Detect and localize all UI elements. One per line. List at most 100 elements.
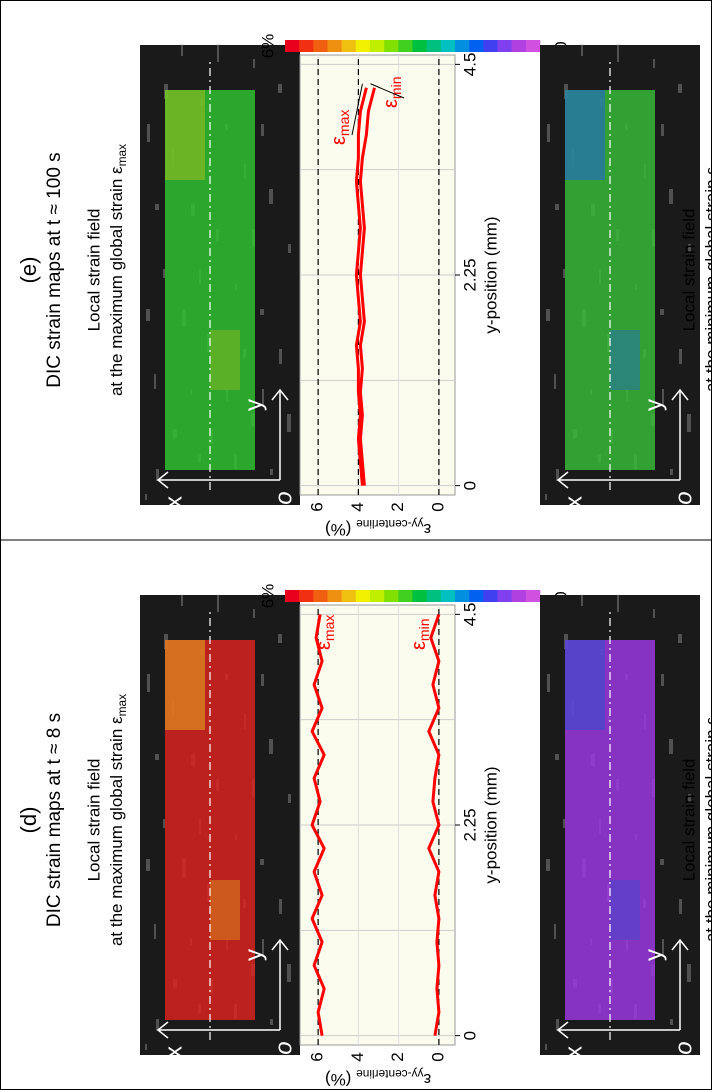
map-texture bbox=[581, 594, 583, 606]
map-texture bbox=[617, 594, 619, 612]
map-texture bbox=[545, 1044, 547, 1050]
map-texture bbox=[653, 609, 655, 618]
map-texture bbox=[279, 349, 282, 364]
map-caption: at the minimum global strain εmin bbox=[702, 698, 712, 942]
strain-field-tone bbox=[210, 880, 240, 940]
map-texture bbox=[670, 469, 673, 475]
map-texture bbox=[545, 494, 547, 500]
colorbar-segment bbox=[299, 590, 314, 602]
map-texture bbox=[156, 469, 159, 481]
y-tick-label: 0 bbox=[428, 502, 447, 511]
colorbar-segment bbox=[341, 590, 357, 602]
map-texture bbox=[555, 204, 559, 210]
map-axis-label: o bbox=[670, 1041, 697, 1054]
map-arrowhead bbox=[156, 1021, 169, 1039]
colorbar-segment bbox=[469, 590, 484, 602]
map-texture bbox=[554, 374, 556, 389]
colorbar-segment bbox=[355, 40, 371, 52]
x-tick-label: 0 bbox=[460, 1031, 479, 1040]
series-line bbox=[310, 614, 326, 1036]
map-texture bbox=[563, 269, 565, 278]
map-arrowhead bbox=[556, 1021, 569, 1039]
map-arrowhead bbox=[671, 388, 689, 401]
map-texture bbox=[253, 59, 255, 68]
map-texture bbox=[253, 609, 255, 618]
colorbar-segment bbox=[483, 590, 498, 602]
x-axis-title: y-position (mm) bbox=[481, 766, 500, 883]
map-texture bbox=[270, 469, 273, 475]
y-tick-label: 6 bbox=[308, 502, 327, 511]
map-texture bbox=[662, 389, 664, 407]
map-texture bbox=[278, 634, 282, 643]
colorbar-segment bbox=[384, 590, 399, 602]
map-axis-label: y bbox=[240, 399, 267, 411]
map-texture bbox=[270, 1019, 273, 1025]
map-texture bbox=[687, 414, 691, 432]
colorbar-segment bbox=[455, 40, 470, 52]
x-tick-label: 2.25 bbox=[460, 258, 479, 291]
map-texture bbox=[556, 1019, 559, 1031]
map-texture bbox=[678, 634, 682, 643]
colorbar-segment bbox=[370, 40, 385, 52]
map-caption: at the maximum global strain εmax bbox=[107, 694, 129, 946]
map-texture bbox=[262, 389, 264, 407]
map-caption: Local strain field bbox=[679, 209, 698, 332]
map-axis-label: o bbox=[670, 491, 697, 504]
strain-field-tone bbox=[610, 880, 640, 940]
colorbar-segment bbox=[525, 590, 541, 602]
map-texture bbox=[687, 964, 691, 982]
map-texture bbox=[287, 964, 291, 982]
map-texture bbox=[156, 1019, 159, 1031]
colorbar-segment bbox=[398, 40, 413, 52]
map-arrowhead bbox=[156, 471, 169, 489]
map-texture bbox=[547, 674, 550, 692]
colorbar-segment bbox=[455, 590, 470, 602]
map-axis-label: x bbox=[160, 496, 187, 508]
map-texture bbox=[155, 754, 159, 760]
colorbar-segment bbox=[412, 40, 427, 52]
map-texture bbox=[146, 309, 150, 321]
colorbar-segment bbox=[440, 590, 456, 602]
colorbar-segment bbox=[483, 40, 498, 52]
colorbar-segment bbox=[426, 590, 442, 602]
map-arrowhead bbox=[671, 938, 689, 951]
series-label: εmin bbox=[380, 77, 403, 108]
map-texture bbox=[262, 939, 264, 957]
map-texture bbox=[181, 594, 183, 606]
map-texture bbox=[678, 84, 682, 93]
map-texture bbox=[163, 819, 165, 828]
map-caption: Local strain field bbox=[84, 759, 103, 882]
map-texture bbox=[661, 674, 664, 686]
map-texture bbox=[279, 899, 282, 914]
map-texture bbox=[163, 269, 165, 278]
map-caption: Local strain field bbox=[84, 209, 103, 332]
x-tick-label: 4.5 bbox=[460, 53, 479, 77]
map-texture bbox=[288, 794, 291, 803]
y-axis-title: εyy-centerline (%) bbox=[325, 1067, 431, 1089]
series-line bbox=[358, 87, 376, 486]
colorbar-segment bbox=[398, 590, 413, 602]
map-texture bbox=[260, 859, 264, 865]
map-axis-label: x bbox=[560, 1046, 587, 1058]
map-arrowhead bbox=[556, 471, 569, 489]
map-texture bbox=[147, 124, 150, 142]
label-arrow bbox=[370, 83, 405, 99]
map-arrowhead bbox=[271, 388, 289, 401]
map-texture bbox=[660, 859, 664, 865]
colorbar-segment bbox=[469, 40, 484, 52]
x-axis-title: y-position (mm) bbox=[481, 216, 500, 333]
map-texture bbox=[662, 939, 664, 957]
map-texture bbox=[617, 44, 619, 62]
y-tick-label: 2 bbox=[388, 502, 407, 511]
map-texture bbox=[269, 189, 273, 204]
map-texture bbox=[217, 594, 219, 612]
map-texture bbox=[669, 739, 673, 754]
map-caption: at the maximum global strain εmax bbox=[107, 144, 129, 396]
colorbar-segment bbox=[497, 590, 512, 602]
map-texture bbox=[556, 469, 559, 481]
map-axis-label: o bbox=[270, 491, 297, 504]
series-line bbox=[427, 613, 441, 1036]
